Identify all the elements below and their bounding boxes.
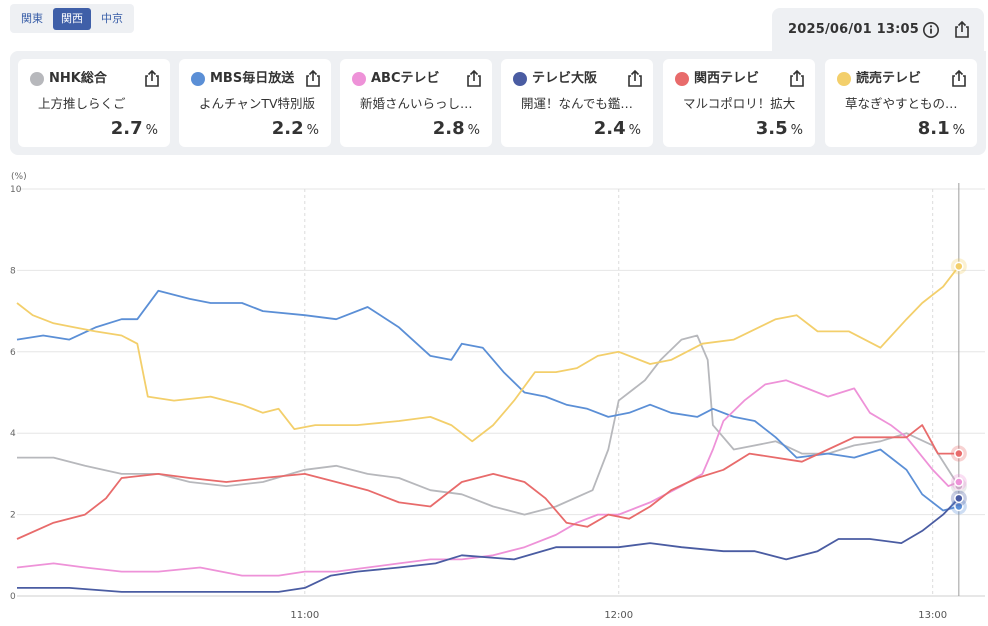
time-panel: 2025/06/01 13:05 [772, 8, 984, 52]
channel-name: テレビ大阪 [532, 71, 598, 86]
series-line [16, 424, 959, 540]
rating-value: 2.4% [593, 118, 641, 139]
chart-series [16, 265, 960, 593]
y-tick-label: 0 [10, 592, 16, 602]
chart-end-markers [950, 258, 967, 515]
series-line [16, 379, 960, 577]
channel-cards: NHK総合 上方推しらくご 2.7% MBS毎日放送 よんチャンTV特別版 2.… [10, 51, 986, 155]
share-icon[interactable] [303, 68, 323, 88]
series-end-marker [954, 448, 964, 459]
share-icon[interactable] [952, 19, 972, 39]
series-line [17, 497, 960, 593]
series-line [16, 289, 960, 512]
program-title: マルコポロリ！拡大 [683, 96, 796, 111]
channel-name: 関西テレビ [694, 71, 760, 86]
channel-card-yomiuri-tv[interactable]: 読売テレビ 草なぎやすとものうたコント 8.1% [825, 59, 977, 147]
channel-name: MBS毎日放送 [210, 71, 295, 86]
series-end-marker [954, 261, 964, 272]
x-tick-label: 12:00 [604, 610, 633, 621]
channel-color-dot [30, 72, 44, 86]
current-timestamp: 2025/06/01 13:05 [788, 22, 919, 37]
share-icon[interactable] [464, 68, 484, 88]
x-axis-ticks: 11:00 12:00 13:00 [290, 610, 947, 621]
series-end-marker [954, 493, 964, 504]
channel-color-dot [513, 72, 527, 86]
channel-card-kansai-tv[interactable]: 関西テレビ マルコポロリ！拡大 3.5% [663, 59, 815, 147]
channel-card-tv-osaka[interactable]: テレビ大阪 開運！なんでも鑑定団 2.4% [501, 59, 653, 147]
rating-value: 8.1% [917, 118, 965, 139]
channel-color-dot [837, 72, 851, 86]
region-tabs: 関東 関西 中京 [10, 4, 134, 33]
info-icon[interactable] [922, 21, 940, 39]
channel-card-mbs[interactable]: MBS毎日放送 よんチャンTV特別版 2.2% [179, 59, 331, 147]
chart-grid [17, 183, 985, 597]
region-tab-kansai[interactable]: 関西 [53, 7, 91, 30]
y-tick-label: 8 [10, 266, 16, 276]
share-icon[interactable] [625, 68, 645, 88]
program-title: 草なぎやすとものうたコント [845, 96, 969, 111]
y-tick-label: 6 [10, 348, 16, 358]
y-tick-label: 2 [10, 511, 16, 521]
channel-name: 読売テレビ [856, 71, 922, 86]
program-title: 開運！なんでも鑑定団 [521, 96, 645, 111]
channel-color-dot [352, 72, 366, 86]
share-icon[interactable] [787, 68, 807, 88]
y-tick-label: 4 [10, 429, 16, 439]
x-tick-label: 13:00 [918, 610, 947, 621]
program-title: 新婚さんいらっしゃい！ [360, 96, 484, 111]
rating-value: 2.2% [271, 118, 319, 139]
channel-card-nhk[interactable]: NHK総合 上方推しらくご 2.7% [18, 59, 170, 147]
region-tab-kanto[interactable]: 関東 [21, 11, 43, 25]
series-line [16, 265, 960, 443]
rating-value: 2.8% [432, 118, 480, 139]
share-icon[interactable] [949, 68, 969, 88]
channel-name: ABCテレビ [371, 71, 440, 86]
rating-value: 3.5% [755, 118, 803, 139]
region-tab-chukyo[interactable]: 中京 [101, 11, 123, 25]
y-axis-unit-label: (%) [11, 172, 27, 182]
x-tick-label: 11:00 [290, 610, 319, 621]
series-line [17, 334, 960, 516]
y-tick-label: 10 [10, 185, 22, 195]
share-icon[interactable] [142, 68, 162, 88]
channel-color-dot [191, 72, 205, 86]
rating-value: 2.7% [110, 118, 158, 139]
y-axis-ticks: (%) 0 2 4 6 8 10 [10, 172, 27, 602]
channel-card-abc[interactable]: ABCテレビ 新婚さんいらっしゃい！ 2.8% [340, 59, 492, 147]
series-end-marker [954, 477, 964, 487]
program-title: 上方推しらくご [38, 96, 126, 111]
channel-name: NHK総合 [49, 71, 107, 86]
rating-line-chart[interactable]: (%) 0 2 4 6 8 10 11:00 12:00 13:00 [0, 165, 988, 626]
channel-color-dot [675, 72, 689, 86]
program-title: よんチャンTV特別版 [199, 96, 316, 111]
